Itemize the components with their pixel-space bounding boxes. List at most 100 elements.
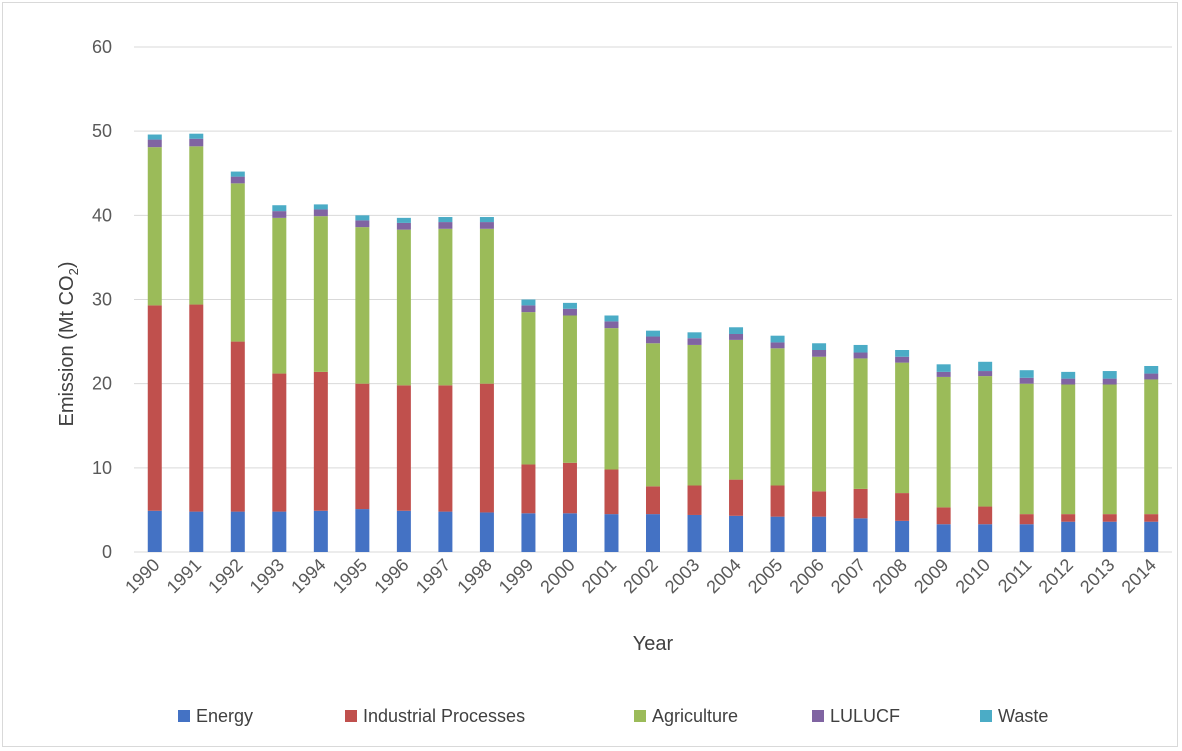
x-tick-label: 1998 [453, 555, 495, 597]
bar-segment-agriculture [562, 315, 577, 463]
x-tick-label: 1990 [121, 555, 163, 597]
bar-segment-lulucf [396, 222, 411, 230]
bar-segment-industrial-processes [521, 464, 536, 514]
bar-segment-energy [479, 512, 494, 552]
bar-segment-waste [147, 134, 162, 140]
legend-swatch [345, 710, 357, 722]
bar-segment-energy [604, 514, 619, 552]
x-tick-label: 1999 [495, 555, 537, 597]
bar-segment-agriculture [147, 147, 162, 306]
bar-segment-agriculture [853, 358, 868, 489]
bar-segment-lulucf [729, 334, 744, 340]
bar-segment-lulucf [687, 338, 702, 345]
bar-segment-agriculture [1144, 379, 1159, 515]
y-tick-label: 30 [92, 290, 112, 310]
bar-segment-energy [729, 515, 744, 552]
bar-segment-agriculture [1061, 384, 1076, 515]
bar-segment-energy [1019, 524, 1034, 552]
bar-segment-agriculture [230, 183, 245, 342]
bar-segment-agriculture [438, 228, 453, 386]
bar-segment-lulucf [604, 321, 619, 329]
bar-segment-industrial-processes [189, 304, 204, 512]
bar-segment-waste [313, 204, 328, 210]
bar-segment-energy [189, 511, 204, 552]
bar-segment-energy [313, 510, 328, 552]
bar-segment-energy [853, 518, 868, 552]
bar-segment-agriculture [646, 343, 660, 487]
bar-segment-industrial-processes [936, 507, 951, 525]
bar-segment-energy [1102, 521, 1117, 552]
y-axis-ticks: 0 10 20 30 40 50 60 [92, 37, 112, 562]
bar-segment-agriculture [521, 312, 536, 465]
bar-segment-lulucf [936, 371, 951, 377]
x-tick-label: 2010 [952, 555, 994, 597]
bar-segment-industrial-processes [770, 485, 785, 517]
bar-segment-lulucf [479, 222, 494, 229]
bar-segment-industrial-processes [438, 385, 453, 512]
bar-segment-agriculture [812, 356, 827, 492]
bar-segment-energy [562, 513, 577, 552]
bar-segment-industrial-processes [1144, 514, 1159, 522]
bar-segment-waste [770, 335, 785, 343]
x-tick-label: 2004 [702, 555, 744, 597]
bar-segment-energy [978, 524, 993, 552]
bar-segment-industrial-processes [1061, 514, 1076, 522]
bar-segment-waste [272, 205, 287, 212]
bar-segment-industrial-processes [978, 506, 993, 525]
gridlines [134, 46, 1172, 553]
bar-segment-agriculture [355, 227, 370, 384]
bar-segment-energy [272, 511, 287, 552]
bar-segment-industrial-processes [895, 493, 910, 521]
legend-swatch [634, 710, 646, 722]
y-tick-label: 60 [92, 37, 112, 57]
x-tick-label: 2007 [827, 555, 869, 597]
x-tick-label: 2001 [578, 555, 620, 597]
bar-segment-energy [438, 511, 453, 552]
bar-segment-waste [895, 350, 910, 357]
bar-segment-agriculture [729, 339, 744, 480]
bar-segment-energy [230, 511, 245, 552]
bar-segment-industrial-processes [272, 373, 287, 512]
legend-label: LULUCF [830, 706, 900, 726]
x-tick-label: 1993 [246, 555, 288, 597]
bar-segment-industrial-processes [479, 383, 494, 513]
bar-segment-waste [562, 302, 577, 309]
bar-segment-lulucf [521, 305, 536, 313]
x-tick-label: 2003 [661, 555, 703, 597]
bar-segment-lulucf [1102, 378, 1117, 385]
bars [147, 133, 1159, 552]
bar-segment-energy [895, 520, 910, 552]
bar-segment-energy [396, 510, 411, 552]
bar-segment-lulucf [147, 139, 162, 148]
y-axis-title: Emission (Mt CO2) [56, 261, 81, 426]
x-tick-label: 1995 [329, 555, 371, 597]
legend-swatch [178, 710, 190, 722]
bar-segment-energy [147, 510, 162, 552]
bar-segment-lulucf [438, 222, 453, 229]
bar-segment-lulucf [770, 342, 785, 349]
bar-segment-lulucf [895, 356, 910, 363]
x-tick-label: 2000 [536, 555, 578, 597]
bar-segment-agriculture [189, 146, 204, 305]
bar-segment-energy [936, 524, 951, 552]
bar-segment-industrial-processes [853, 488, 868, 519]
bar-segment-lulucf [978, 371, 993, 377]
bar-segment-industrial-processes [147, 305, 162, 511]
legend-label: Agriculture [652, 706, 738, 726]
x-tick-label: 2011 [994, 555, 1036, 597]
x-tick-label: 1996 [370, 555, 412, 597]
x-tick-label: 2005 [744, 555, 786, 597]
bar-segment-waste [853, 344, 868, 353]
y-tick-label: 40 [92, 205, 112, 225]
bar-segment-waste [438, 217, 453, 223]
bar-segment-lulucf [230, 176, 245, 184]
x-tick-label: 1994 [287, 555, 329, 597]
bar-segment-lulucf [853, 352, 868, 359]
x-tick-label: 2006 [785, 555, 827, 597]
bar-segment-lulucf [1061, 378, 1076, 385]
x-tick-label: 2008 [868, 555, 910, 597]
y-tick-label: 10 [92, 458, 112, 478]
bar-segment-agriculture [936, 376, 951, 508]
bar-segment-waste [1102, 371, 1117, 379]
x-tick-label: 2013 [1076, 555, 1118, 597]
